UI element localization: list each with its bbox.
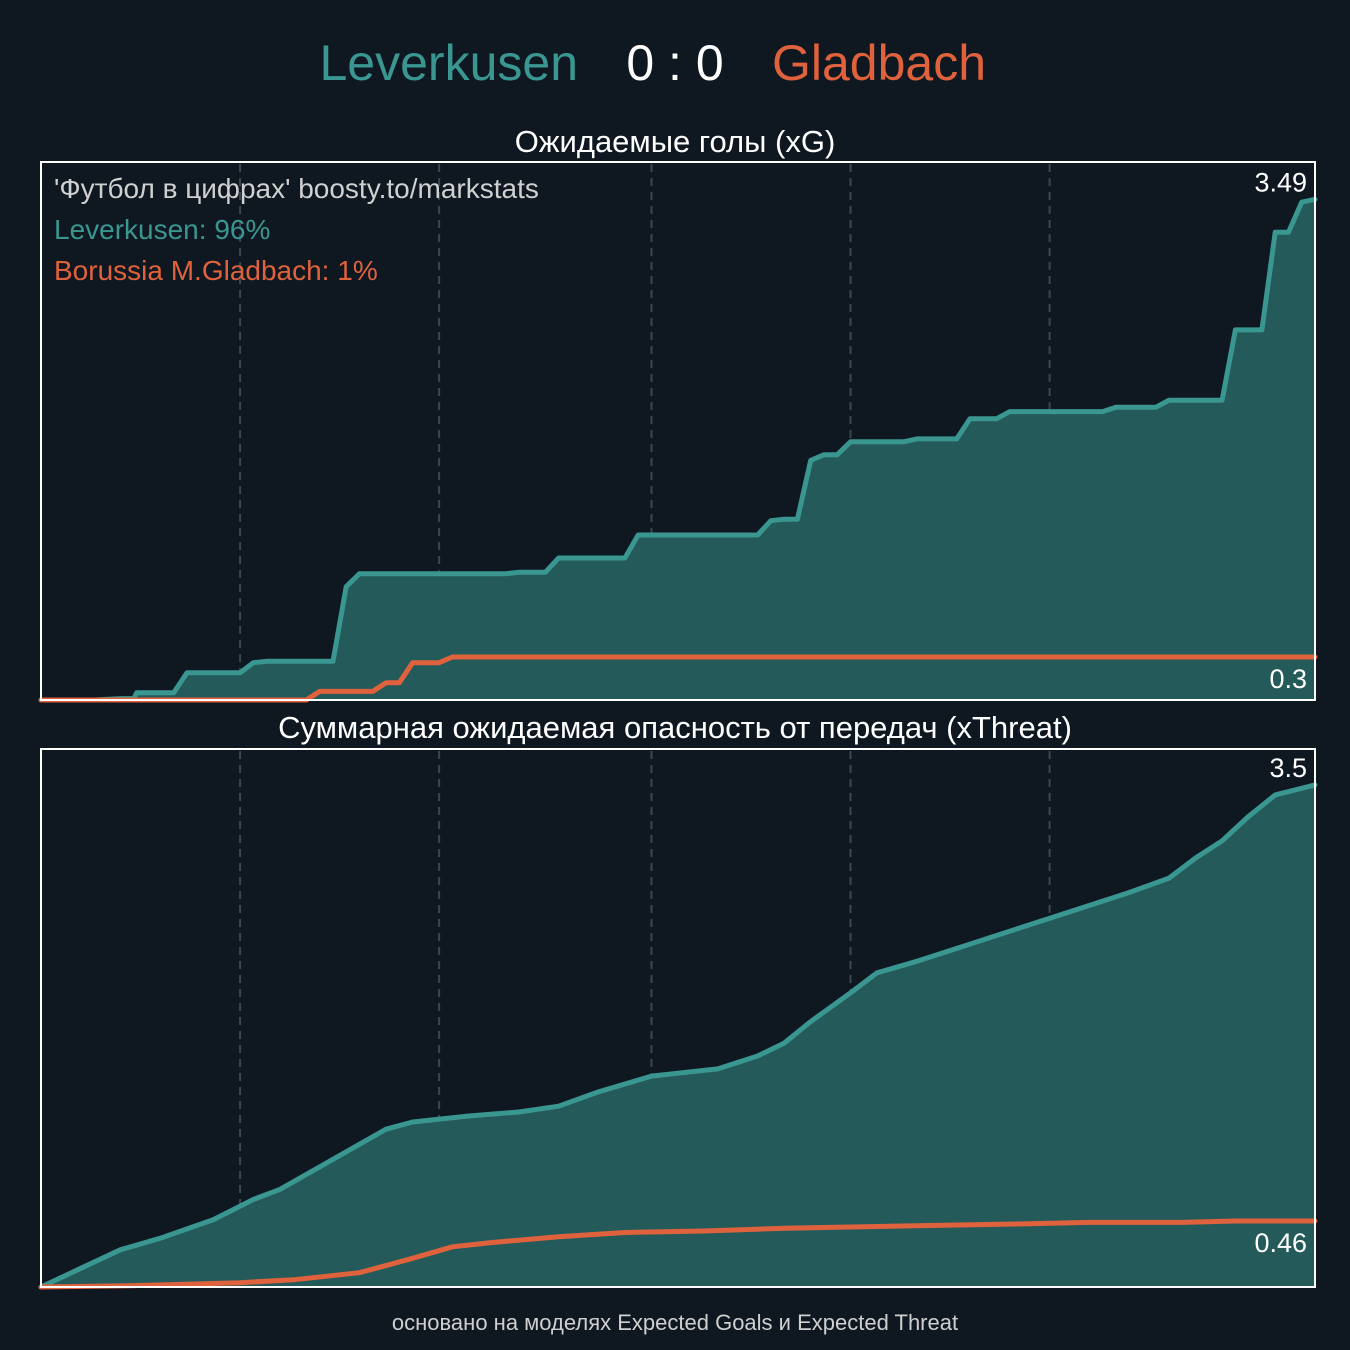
xg-annotation: Leverkusen: 96%: [54, 214, 270, 245]
xg-chart: 1530HT60753.490.3'Футбол в цифрах' boost…: [38, 161, 1318, 703]
xg-away-end-label: 0.3: [1269, 664, 1307, 694]
scoreline: Leverkusen 0 : 0 Gladbach: [0, 28, 1350, 98]
xthreat-frame: [40, 748, 1316, 1288]
xg-away-line: [38, 654, 1318, 703]
home-team-name: Leverkusen: [319, 35, 579, 91]
xthreat-away-end-label: 0.46: [1254, 1228, 1307, 1258]
match-score: 0 : 0: [626, 35, 724, 91]
xg-home-line: [38, 196, 1318, 703]
xthreat-home-line: [38, 782, 1318, 1290]
footer-note: основано на моделях Expected Goals и Exp…: [392, 1310, 958, 1335]
xg-annotation: Borussia M.Gladbach: 1%: [54, 255, 378, 286]
xthreat-away-line: [38, 1218, 1318, 1290]
xthreat-home-end-label: 3.5: [1269, 753, 1307, 783]
away-team-name: Gladbach: [772, 35, 987, 91]
xg-chart-title: Ожидаемые голы (xG): [515, 124, 836, 159]
xg-frame: [40, 161, 1316, 701]
xthreat-chart: 1530HT60753.50.46: [38, 748, 1318, 1290]
xg-home-end-label: 3.49: [1254, 167, 1307, 197]
xthreat-home-area: [41, 784, 1315, 1287]
xthreat-chart-title: Суммарная ожидаемая опасность от передач…: [278, 710, 1072, 745]
xg-annotation: 'Футбол в цифрах' boosty.to/markstats: [54, 173, 539, 204]
